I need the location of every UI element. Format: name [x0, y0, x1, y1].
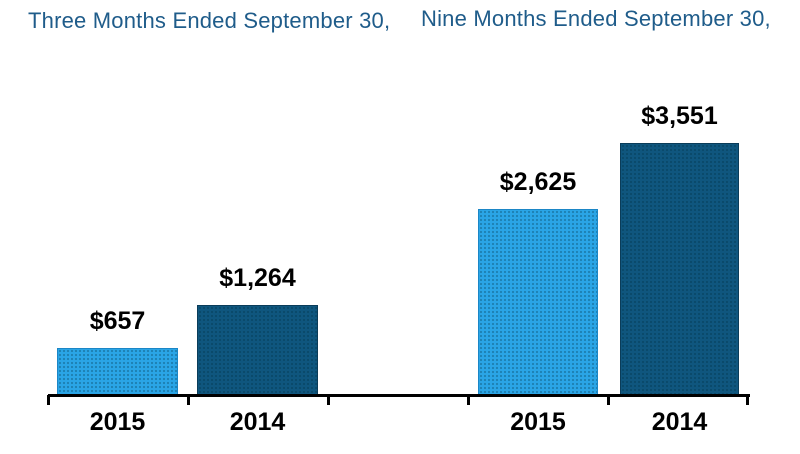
- x-tick-label-9mo-2014: 2014: [651, 408, 708, 436]
- bar-group-9mo-2015: $2,625: [478, 167, 598, 395]
- bar-9mo-2015: [478, 209, 598, 395]
- axis-tick: [746, 395, 749, 405]
- bar-group-3mo-2015: $657: [57, 306, 178, 395]
- x-tick-label-3mo-2014: 2014: [229, 408, 286, 436]
- x-tick-label-3mo-2015: 2015: [89, 408, 146, 436]
- chart-title-three-months: Three Months Ended September 30,: [28, 8, 391, 33]
- bar-group-3mo-2014: $1,264: [197, 263, 318, 395]
- bar-group-9mo-2014: $3,551: [620, 101, 739, 395]
- bar-9mo-2014: [620, 143, 739, 395]
- bar-3mo-2015: [57, 348, 178, 395]
- axis-tick: [47, 395, 50, 405]
- bar-3mo-2014: [197, 305, 318, 395]
- bar-value-label: $657: [89, 306, 146, 335]
- bar-value-label: $3,551: [641, 101, 718, 130]
- axis-tick: [467, 395, 470, 405]
- axis-tick: [607, 395, 610, 405]
- bar-value-label: $2,625: [499, 167, 577, 196]
- x-tick-label-9mo-2015: 2015: [510, 408, 566, 436]
- bar-value-label: $1,264: [219, 263, 296, 292]
- chart-title-nine-months: Nine Months Ended September 30,: [421, 6, 771, 31]
- axis-tick: [187, 395, 190, 405]
- x-axis-line: [48, 394, 750, 397]
- axis-tick: [327, 395, 330, 405]
